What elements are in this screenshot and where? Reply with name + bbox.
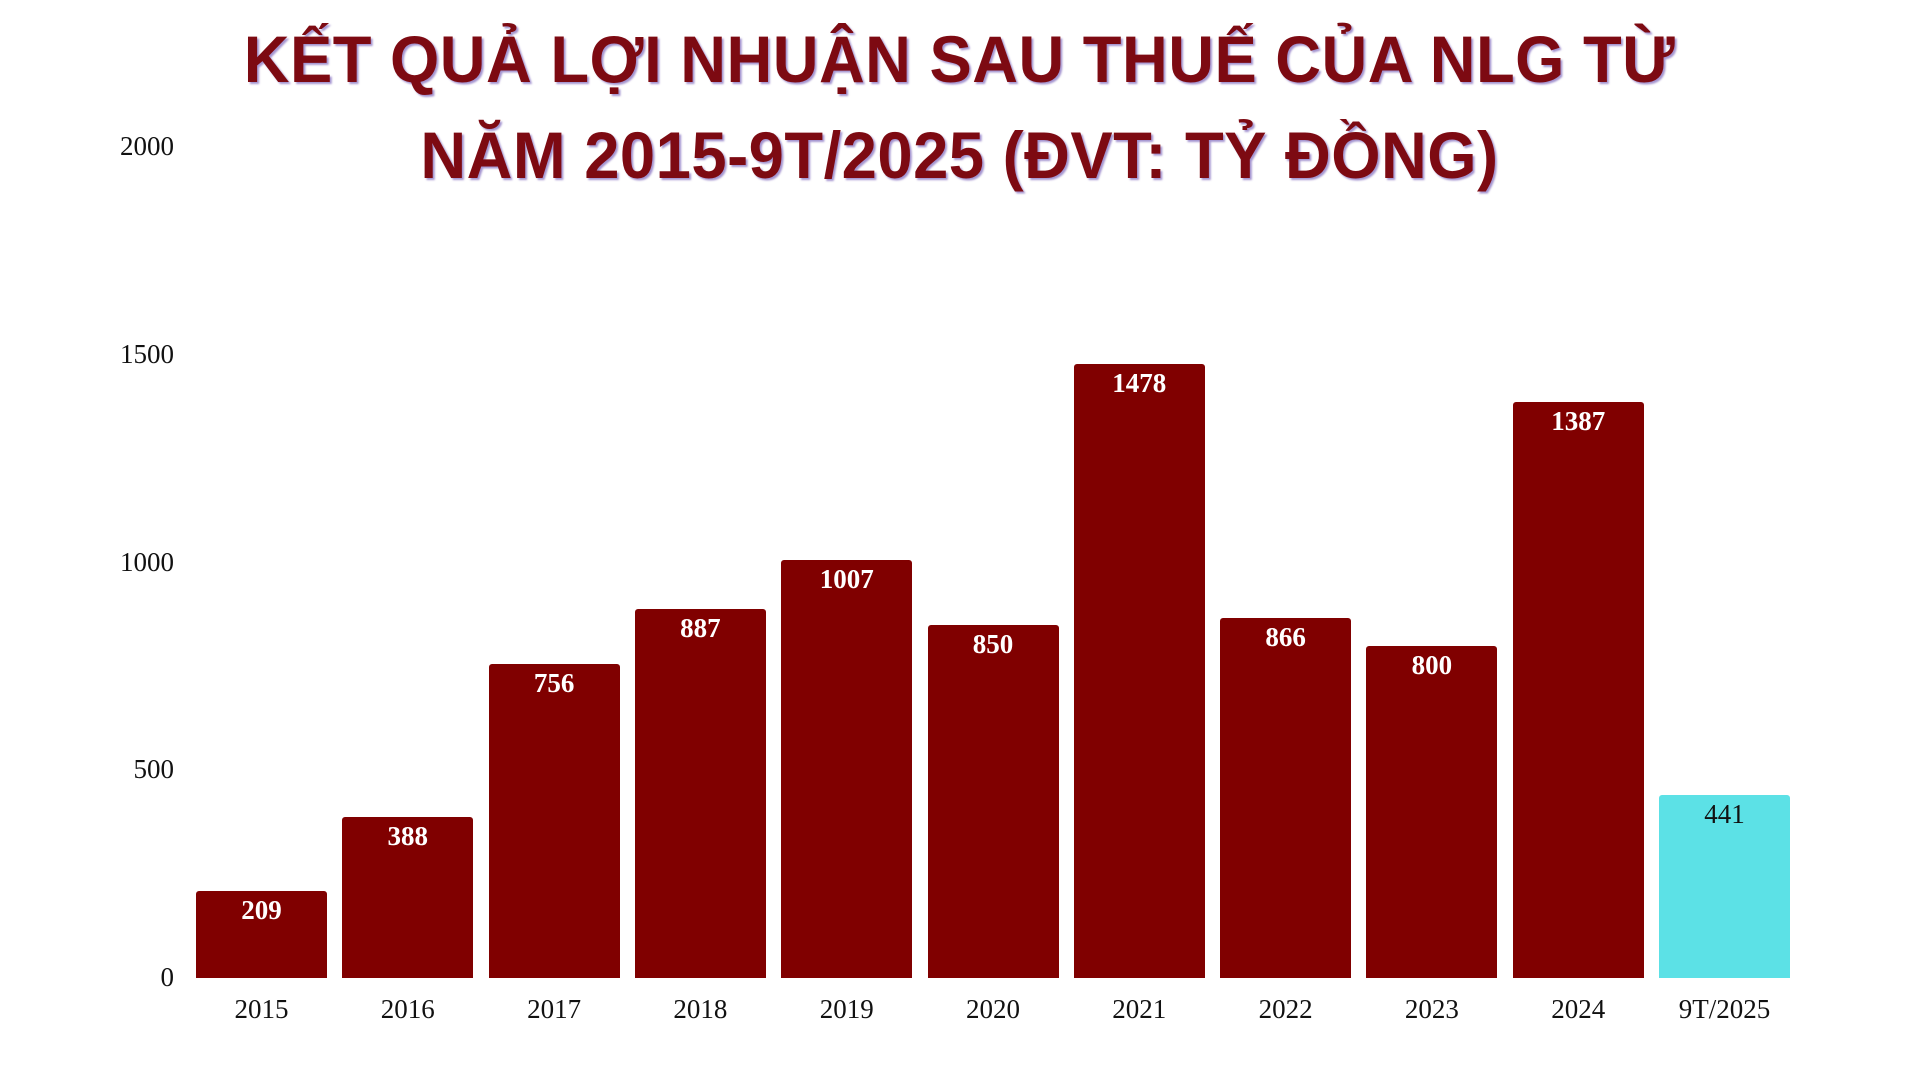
bar-2016: 388: [342, 816, 474, 978]
bar-9t-2025: 441: [1659, 794, 1790, 978]
chart-title-line-2: NĂM 2015-9T/2025 (ĐVT: TỶ ĐỒNG): [420, 118, 1499, 192]
x-tick-label: 2016: [380, 994, 435, 1024]
bar-value-label: 209: [241, 895, 282, 926]
bar-value-label: 756: [533, 667, 575, 698]
x-tick-label: 2019: [819, 994, 874, 1024]
x-tick-label: 2023: [1404, 994, 1459, 1024]
bar-2019: 1007: [781, 559, 913, 978]
bar-value-label: 850: [972, 628, 1014, 659]
x-tick-label: 2017: [527, 994, 582, 1024]
x-tick-label: 2021: [1112, 994, 1167, 1024]
x-tick-label: 9T/2025: [1678, 994, 1771, 1024]
x-tick-label: 2020: [966, 994, 1020, 1024]
y-tick-label: 0: [160, 962, 175, 992]
bar-value-label: 388: [387, 820, 429, 851]
y-tick-label: 1000: [120, 546, 174, 577]
bar-value-label: 800: [1411, 649, 1453, 680]
bar-value-label: 1387: [1551, 405, 1606, 436]
y-tick-label: 500: [133, 754, 175, 785]
bar-2021: 1478: [1073, 363, 1205, 978]
x-tick-label: 2022: [1258, 994, 1313, 1024]
bar-2024: 1387: [1512, 401, 1644, 978]
bar-value-label: 887: [680, 613, 721, 644]
bar-2020: 850: [927, 624, 1059, 978]
y-tick-label: 2000: [120, 131, 174, 161]
bar-value-label: 866: [1265, 622, 1306, 653]
bar-2023: 800: [1366, 645, 1498, 978]
x-tick-label: 2015: [234, 994, 289, 1024]
bar-value-label: 441: [1704, 798, 1745, 829]
bar-2015: 209: [196, 891, 327, 978]
bar-2018: 887: [634, 609, 766, 978]
x-tick-label: 2018: [673, 994, 728, 1024]
bar-value-label: 1478: [1112, 367, 1167, 398]
bar-value-label: 1007: [819, 563, 874, 594]
bar-2022: 866: [1220, 618, 1352, 978]
chart-title-line-1: KẾT QUẢ LỢI NHUẬN SAU THUẾ CỦA NLG TỪ: [243, 22, 1676, 96]
y-tick-label: 1500: [120, 338, 174, 369]
bar-2017: 756: [488, 663, 620, 978]
x-tick-label: 2024: [1551, 994, 1606, 1024]
